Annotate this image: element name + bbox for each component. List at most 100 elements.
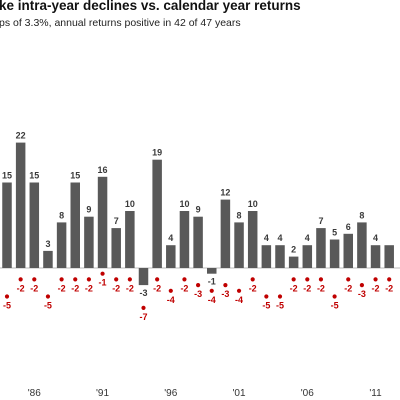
bar-value-label-1993: 10 [125,199,135,209]
decline-label-1987: -5 [44,301,52,311]
decline-dot-1987 [45,294,51,299]
decline-dot-2012 [387,277,392,282]
decline-label-1993: -2 [126,283,134,293]
x-tick-label-1986: '86 [28,388,41,399]
decline-label-1999: -4 [208,295,216,305]
decline-dot-2007 [318,277,324,282]
x-tick-label-2006: '06 [301,388,314,399]
decline-label-1986: -2 [30,283,38,293]
bar-2008 [329,239,340,268]
decline-dot-2005 [291,277,296,282]
decline-label-1988: -2 [58,283,66,293]
bar-value-label-2003: 4 [264,233,269,243]
bar-2006 [302,245,313,268]
decline-label-2005: -2 [290,283,298,293]
bar-value-label-1998: 9 [196,205,201,215]
bar-value-label-1997: 10 [179,199,189,209]
bar-value-label-1987: 3 [45,239,50,249]
bar-2004 [275,245,285,268]
bar-value-label-2005: 2 [291,245,296,255]
x-tick-label-1996: '96 [164,388,177,399]
decline-dot-2003 [264,294,269,299]
bar-2012 [384,245,394,268]
bar-value-label-1996: 4 [168,233,173,243]
decline-dot-1999 [209,288,214,293]
decline-label-1995: -2 [153,283,161,293]
decline-label-1991: -1 [99,278,107,288]
bar-value-label-1994: -3 [139,288,147,298]
decline-dot-2002 [250,277,255,282]
x-tick-label-1991: '91 [96,388,109,399]
decline-dot-2006 [305,277,310,282]
bar-1989 [70,182,80,268]
bar-value-label-2009: 6 [346,222,351,232]
decline-dot-1993 [127,277,132,282]
bar-value-label-1986: 15 [29,171,39,181]
decline-dot-2009 [346,277,351,282]
decline-label-2002: -2 [249,283,257,293]
decline-dot-2000 [223,283,228,288]
bar-2011 [370,245,381,268]
bar-value-label-1995: 19 [152,148,162,158]
bar-1996 [166,245,176,268]
decline-dot-1998 [196,283,201,288]
bar-1990 [84,216,94,268]
bar-value-label-2010: 8 [359,210,364,220]
bar-2000 [220,199,231,268]
decline-dot-2011 [373,277,378,282]
decline-dot-1990 [86,277,91,282]
bar-2005 [288,256,299,268]
decline-dot-1997 [182,277,187,282]
bar-2010 [357,222,367,268]
bar-value-label-1989: 15 [70,171,80,181]
decline-label-1996: -4 [167,295,175,305]
decline-label-2010: -3 [358,289,366,299]
bar-value-label-1988: 8 [59,210,64,220]
bar-value-label-2008: 5 [332,228,337,238]
decline-label-2003: -5 [262,301,270,311]
decline-label-1994: -7 [139,312,147,322]
bar-1997 [179,211,190,268]
decline-dot-1992 [114,277,119,282]
bar-value-label-2004: 4 [277,233,282,243]
bar-value-label-1985: 22 [16,131,26,141]
bar-value-label-1992: 7 [114,216,119,226]
bar-1995 [152,159,162,268]
x-tick-label-2011: '11 [369,388,382,399]
bar-1992 [111,228,121,268]
bar-1998 [193,216,203,268]
bar-value-label-1984: 15 [2,171,12,181]
bar-2009 [343,233,353,268]
bar-value-label-1999: -1 [208,277,216,287]
decline-dot-1996 [168,288,173,293]
decline-dot-1994 [141,305,146,310]
decline-label-1998: -3 [194,289,202,299]
chart-title: ke intra-year declines vs. calendar year… [0,0,301,13]
decline-dot-2008 [332,294,337,299]
decline-label-1989: -2 [71,283,79,293]
bar-value-label-1990: 9 [86,205,91,215]
decline-dot-1986 [32,277,37,282]
bar-1986 [29,182,40,268]
decline-dot-2010 [359,283,364,288]
bar-value-label-2011: 4 [373,233,378,243]
decline-dot-2004 [277,294,283,299]
chart-subtitle: ps of 3.3%, annual returns positive in 4… [0,17,241,29]
bar-1985 [15,142,26,268]
bar-value-label-2000: 12 [220,188,230,198]
decline-label-1992: -2 [112,283,120,293]
x-tick-label-2001: '01 [233,388,246,399]
bar-1994 [138,268,149,286]
decline-dot-1988 [59,277,64,282]
decline-label-1997: -2 [180,283,188,293]
bar-value-label-2006: 4 [305,233,310,243]
bar-value-label-1991: 16 [98,165,108,175]
bar-1993 [125,211,135,268]
bar-1988 [56,222,67,268]
decline-label-2001: -4 [235,295,243,305]
bar-1987 [43,250,53,268]
bar-2001 [234,222,244,268]
decline-label-2012: -2 [385,283,393,293]
bar-1984 [2,182,12,268]
bar-2007 [316,228,326,268]
